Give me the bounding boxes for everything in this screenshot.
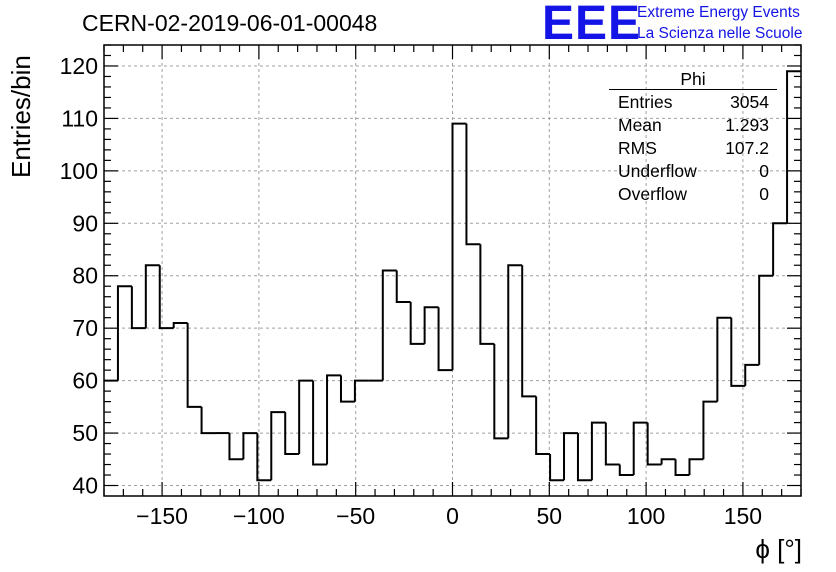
x-tick-label: 150 bbox=[724, 503, 762, 529]
histogram-bin bbox=[158, 265, 174, 330]
histogram-bin bbox=[172, 321, 188, 329]
stats-row-mean: Mean 1.293 bbox=[609, 114, 777, 137]
histogram-bin bbox=[563, 432, 578, 481]
x-tick-label: 0 bbox=[446, 503, 459, 529]
histogram-bin bbox=[298, 379, 314, 455]
stats-rms-label: RMS bbox=[618, 138, 657, 158]
histogram-bin bbox=[758, 274, 774, 365]
histogram-bin bbox=[716, 316, 732, 402]
x-tick-label: −50 bbox=[336, 503, 375, 529]
stats-overflow-value: 0 bbox=[759, 184, 769, 204]
stats-rms-value: 107.2 bbox=[725, 138, 769, 158]
histogram-bin bbox=[660, 458, 676, 465]
histogram-bin bbox=[604, 422, 620, 466]
histogram-bin bbox=[646, 422, 662, 466]
histogram-bin bbox=[465, 123, 481, 246]
logo-line-1: Extreme Energy Events bbox=[637, 4, 800, 21]
histogram-bin bbox=[437, 307, 453, 372]
stats-row-rms: RMS 107.2 bbox=[609, 137, 777, 160]
histogram-bin bbox=[339, 375, 355, 403]
stats-box: Phi Entries 3054 Mean 1.293 RMS 107.2 Un… bbox=[609, 70, 777, 206]
y-tick-label: 70 bbox=[72, 315, 98, 341]
histogram-series bbox=[104, 70, 801, 482]
logo-line-2: La Scienza nelle Scuole bbox=[637, 25, 803, 42]
y-tick-label: 80 bbox=[72, 263, 98, 289]
stats-underflow-label: Underflow bbox=[618, 161, 697, 181]
stats-row-overflow: Overflow 0 bbox=[609, 183, 777, 206]
histogram-bin bbox=[270, 411, 286, 481]
eee-logo-mark: EEE bbox=[542, 0, 642, 50]
histogram-bin bbox=[688, 458, 704, 476]
y-tick-label: 90 bbox=[72, 210, 98, 236]
stats-underflow-value: 0 bbox=[759, 161, 769, 181]
histogram-bin bbox=[395, 270, 411, 303]
chart-title: CERN-02-2019-06-01-00048 bbox=[82, 10, 378, 36]
histogram-bin bbox=[326, 374, 341, 465]
histogram-bin bbox=[423, 306, 439, 344]
histogram-bin bbox=[493, 343, 509, 440]
x-tick-label: 50 bbox=[537, 503, 563, 529]
histogram-bin bbox=[549, 454, 565, 482]
histogram-bin bbox=[507, 264, 523, 439]
histogram-bin bbox=[786, 70, 801, 224]
y-axis-label: Entries/bin bbox=[6, 55, 36, 178]
stats-row-entries: Entries 3054 bbox=[609, 91, 777, 114]
histogram-bin bbox=[590, 421, 606, 481]
stats-mean-value: 1.293 bbox=[725, 115, 769, 135]
histogram-bin bbox=[479, 244, 495, 345]
histogram-bin bbox=[702, 400, 718, 460]
y-tick-label: 110 bbox=[61, 105, 98, 131]
histogram-bin bbox=[535, 396, 551, 456]
histogram-bin bbox=[618, 464, 634, 477]
histogram-bin bbox=[312, 380, 328, 466]
histogram-bin bbox=[409, 301, 425, 345]
y-tick-label: 60 bbox=[72, 368, 98, 394]
x-axis-label: ϕ [°] bbox=[755, 534, 802, 564]
y-tick-label: 120 bbox=[60, 53, 98, 79]
histogram-bin bbox=[451, 122, 467, 371]
x-tick-label: −150 bbox=[136, 503, 188, 529]
stats-overflow-label: Overflow bbox=[618, 184, 688, 204]
histogram-bin bbox=[744, 363, 760, 386]
histogram-bin bbox=[381, 269, 397, 381]
stats-row-underflow: Underflow 0 bbox=[609, 160, 777, 183]
stats-title: Phi bbox=[609, 70, 777, 90]
y-tick-label: 100 bbox=[60, 158, 98, 184]
histogram-bin bbox=[284, 412, 300, 456]
stats-entries-label: Entries bbox=[618, 92, 673, 112]
stats-entries-value: 3054 bbox=[730, 92, 769, 112]
histogram-bin bbox=[772, 222, 788, 276]
histogram-bin bbox=[130, 286, 146, 330]
x-tick-label: 100 bbox=[627, 503, 665, 529]
histogram-bin bbox=[200, 406, 216, 435]
x-tick-label: −100 bbox=[233, 503, 285, 529]
y-tick-label: 50 bbox=[72, 420, 98, 446]
histogram-bin bbox=[228, 433, 244, 461]
histogram-bin bbox=[632, 421, 648, 476]
histogram-bin bbox=[353, 379, 369, 402]
histogram-bin bbox=[256, 433, 272, 482]
histogram-bin bbox=[242, 432, 258, 460]
histogram-bin bbox=[116, 285, 132, 381]
histogram-bin bbox=[186, 322, 202, 408]
histogram-bin bbox=[674, 459, 690, 477]
histogram-bin bbox=[144, 264, 160, 329]
axes: −150 −100 −50 0 50 100 150 40 50 60 70 80 90 100 110 12… bbox=[60, 44, 802, 529]
histogram-bin bbox=[521, 265, 537, 398]
histogram-bin bbox=[576, 433, 592, 482]
stats-mean-label: Mean bbox=[618, 115, 662, 135]
histogram-bin bbox=[730, 317, 746, 387]
y-tick-label: 40 bbox=[72, 473, 98, 499]
